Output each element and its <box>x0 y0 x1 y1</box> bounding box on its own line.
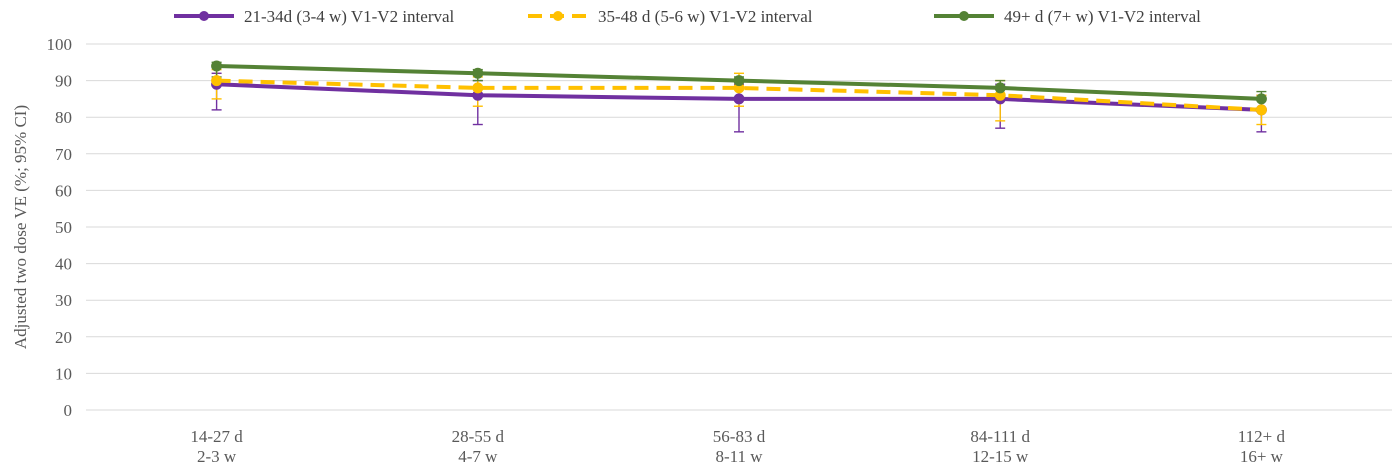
legend-label: 35-48 d (5-6 w) V1-V2 interval <box>598 7 813 26</box>
y-tick-label: 0 <box>64 401 73 420</box>
x-tick-label: 4-7 w <box>458 447 498 466</box>
y-tick-label: 70 <box>55 145 72 164</box>
x-tick-label: 28-55 d <box>452 427 505 446</box>
x-tick-label: 12-15 w <box>972 447 1029 466</box>
y-tick-label: 40 <box>55 255 72 274</box>
x-tick-label: 16+ w <box>1240 447 1284 466</box>
data-point <box>994 82 1006 94</box>
legend-label: 21-34d (3-4 w) V1-V2 interval <box>244 7 455 26</box>
legend-label: 49+ d (7+ w) V1-V2 interval <box>1004 7 1201 26</box>
data-point <box>211 60 223 72</box>
x-tick-label: 2-3 w <box>197 447 237 466</box>
series-markers <box>211 60 1267 116</box>
legend-item: 21-34d (3-4 w) V1-V2 interval <box>174 7 455 26</box>
legend-item: 49+ d (7+ w) V1-V2 interval <box>934 7 1201 26</box>
y-tick-label: 10 <box>55 364 72 383</box>
x-tick-label: 14-27 d <box>190 427 243 446</box>
series-line <box>216 78 1262 112</box>
y-tick-label: 80 <box>55 108 72 127</box>
y-tick-label: 50 <box>55 218 72 237</box>
data-point <box>1255 93 1267 105</box>
y-tick-label: 60 <box>55 181 72 200</box>
x-tick-label: 8-11 w <box>715 447 763 466</box>
data-point <box>733 93 745 105</box>
y-axis-label: Adjusted two dose VE (%; 95% CI) <box>11 105 30 349</box>
x-tick-label: 112+ d <box>1238 427 1286 446</box>
data-point <box>211 75 223 87</box>
axes: 0 10 20 30 40 50 60 70 80 90 100 14-27 d2-3 w 28-55 … <box>47 35 1392 466</box>
x-tick-label: 56-83 d <box>713 427 766 446</box>
y-tick-label: 90 <box>55 72 72 91</box>
legend-marker <box>553 11 563 21</box>
legend-marker <box>959 11 969 21</box>
legend-item: 35-48 d (5-6 w) V1-V2 interval <box>528 7 813 26</box>
y-tick-label: 30 <box>55 291 72 310</box>
legend-marker <box>199 11 209 21</box>
legend: 21-34d (3-4 w) V1-V2 interval 35-48 d (5-… <box>174 7 1201 26</box>
data-point <box>472 67 484 79</box>
data-point <box>733 75 745 87</box>
x-tick-label: 84-111 d <box>970 427 1030 446</box>
y-tick-label: 100 <box>47 35 73 54</box>
data-point <box>1255 104 1267 116</box>
data-point <box>472 82 484 94</box>
y-tick-label: 20 <box>55 328 72 347</box>
